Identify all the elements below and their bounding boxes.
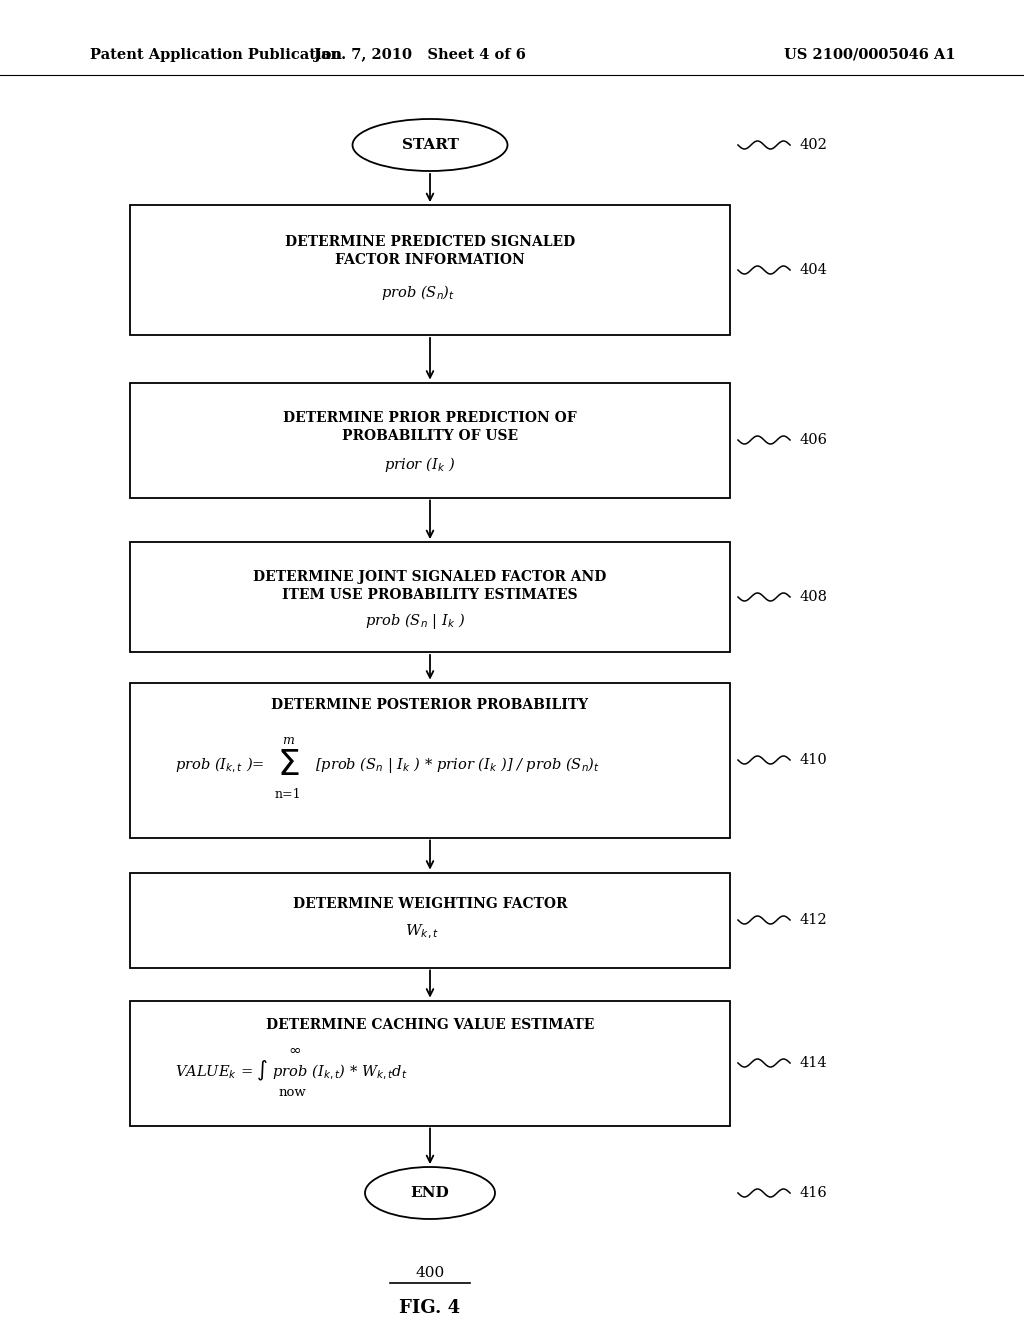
Text: Patent Application Publication: Patent Application Publication [90,48,342,62]
Text: n=1: n=1 [274,788,301,801]
Text: prob (S$_n$ | I$_k$ ): prob (S$_n$ | I$_k$ ) [365,611,465,631]
Ellipse shape [365,1167,495,1218]
Text: now: now [279,1086,306,1100]
Text: prob (I$_{k,t}$ )=: prob (I$_{k,t}$ )= [175,755,264,775]
Text: 414: 414 [800,1056,827,1071]
Text: DETERMINE JOINT SIGNALED FACTOR AND: DETERMINE JOINT SIGNALED FACTOR AND [253,570,606,583]
Text: 410: 410 [800,752,827,767]
Text: START: START [401,139,459,152]
Text: 406: 406 [800,433,828,447]
Text: DETERMINE CACHING VALUE ESTIMATE: DETERMINE CACHING VALUE ESTIMATE [266,1018,594,1032]
FancyBboxPatch shape [130,383,730,498]
FancyBboxPatch shape [130,1001,730,1126]
FancyBboxPatch shape [130,873,730,968]
Text: $\Sigma$: $\Sigma$ [276,748,299,781]
Text: DETERMINE PRIOR PREDICTION OF: DETERMINE PRIOR PREDICTION OF [284,411,577,425]
Text: 404: 404 [800,263,827,277]
Text: 402: 402 [800,139,827,152]
Text: 412: 412 [800,913,827,927]
Text: VALUE$_k$ = $\int$ prob (I$_{k,t}$) * W$_{k,t}$d$_t$: VALUE$_k$ = $\int$ prob (I$_{k,t}$) * W$… [175,1059,408,1082]
Text: 416: 416 [800,1185,827,1200]
Ellipse shape [352,119,508,172]
Text: US 2100/0005046 A1: US 2100/0005046 A1 [784,48,955,62]
Text: FIG. 4: FIG. 4 [399,1299,461,1317]
Text: prob (S$_n$)$_t$: prob (S$_n$)$_t$ [381,282,455,301]
Text: FACTOR INFORMATION: FACTOR INFORMATION [335,253,525,267]
Text: DETERMINE POSTERIOR PROBABILITY: DETERMINE POSTERIOR PROBABILITY [271,698,589,711]
Text: 400: 400 [416,1266,444,1280]
Text: Jan. 7, 2010   Sheet 4 of 6: Jan. 7, 2010 Sheet 4 of 6 [314,48,526,62]
Text: W$_{k,t}$: W$_{k,t}$ [406,923,439,941]
Text: [prob (S$_n$ | I$_k$ ) * prior (I$_k$ )] / prob (S$_n$)$_t$: [prob (S$_n$ | I$_k$ ) * prior (I$_k$ )]… [315,755,600,775]
Text: $\infty$: $\infty$ [289,1041,301,1056]
Text: DETERMINE PREDICTED SIGNALED: DETERMINE PREDICTED SIGNALED [285,235,575,249]
Text: 408: 408 [800,590,828,605]
FancyBboxPatch shape [130,543,730,652]
FancyBboxPatch shape [130,682,730,837]
Text: ITEM USE PROBABILITY ESTIMATES: ITEM USE PROBABILITY ESTIMATES [283,587,578,602]
Text: END: END [411,1185,450,1200]
Text: PROBABILITY OF USE: PROBABILITY OF USE [342,429,518,444]
Text: m: m [282,734,294,747]
Text: prior (I$_k$ ): prior (I$_k$ ) [384,454,456,474]
Text: DETERMINE WEIGHTING FACTOR: DETERMINE WEIGHTING FACTOR [293,898,567,911]
FancyBboxPatch shape [130,205,730,335]
